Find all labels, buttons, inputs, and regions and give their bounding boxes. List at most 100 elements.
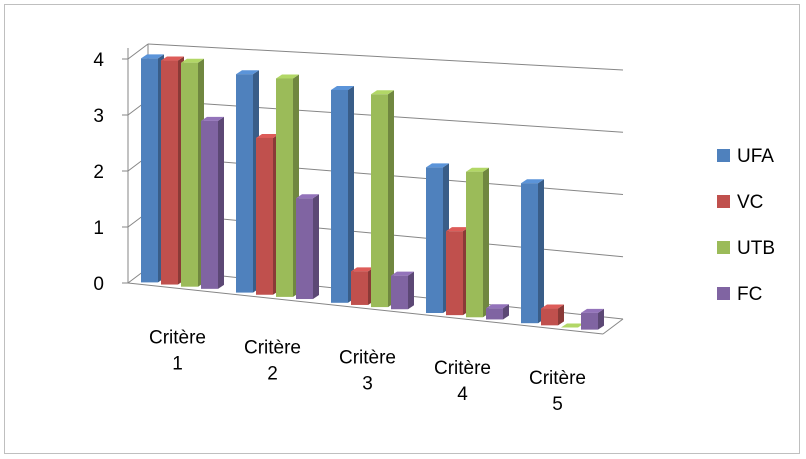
bar-VC-3 — [351, 267, 374, 305]
gridline-4 — [147, 43, 624, 71]
bar-UFA-5 — [521, 179, 544, 324]
y-tick-label: 3 — [93, 106, 104, 127]
bar-UTB-3 — [371, 90, 394, 308]
bar-top — [201, 116, 224, 121]
x-axis-line — [127, 282, 604, 335]
legend-item-FC: FC — [717, 284, 762, 305]
bar-VC-4 — [446, 227, 469, 316]
bar-front — [426, 167, 443, 313]
bar-side — [483, 167, 489, 318]
floor-right-edge — [602, 318, 624, 335]
bar-front — [236, 74, 253, 293]
bar-top — [161, 56, 184, 61]
gridline-wall-4 — [127, 43, 149, 60]
bar-top — [466, 167, 489, 172]
bar-top — [426, 163, 449, 168]
bar-side — [598, 308, 604, 330]
bar-FC-3 — [391, 271, 414, 310]
legend-item-UTB: UTB — [717, 238, 775, 259]
x-category-label: Critère 3 — [339, 348, 396, 395]
legend-swatch — [717, 287, 730, 300]
bar-front — [466, 171, 483, 318]
legend-label: VC — [737, 192, 763, 213]
y-tick-label: 2 — [93, 162, 104, 183]
legend-item-UFA: UFA — [717, 146, 774, 167]
bar-front — [276, 78, 293, 297]
legend-swatch — [717, 195, 730, 208]
bar-top — [521, 179, 544, 184]
bar-side — [313, 194, 319, 300]
legend-swatch — [717, 241, 730, 254]
bar-side — [538, 179, 544, 324]
bar-front — [521, 183, 538, 324]
bar-top — [351, 267, 374, 272]
bar-VC-5 — [541, 304, 564, 326]
y-axis-ticks: 0 1 2 3 4 — [93, 50, 128, 295]
bar-top — [296, 194, 319, 199]
bar-top — [486, 304, 509, 309]
bar-top — [256, 133, 279, 138]
y-tick-label: 1 — [93, 218, 104, 239]
bar-top — [236, 70, 259, 75]
x-category-label: Critère 5 — [529, 368, 586, 415]
bar-UFA-3 — [331, 85, 354, 303]
bar-top — [371, 90, 394, 95]
legend-label: UFA — [737, 146, 774, 167]
bar-front — [391, 275, 408, 310]
bar-side — [218, 116, 224, 289]
bar-side — [503, 304, 509, 320]
bar-top — [141, 54, 164, 59]
bars — [141, 54, 604, 330]
bar-FC-5 — [581, 308, 604, 330]
bar-front — [296, 198, 313, 300]
bar-UTB-1 — [181, 58, 204, 287]
bar-side — [408, 271, 414, 310]
bar-side — [348, 85, 354, 303]
bar-top — [541, 304, 564, 309]
bar-front — [161, 60, 178, 285]
bar-front — [541, 308, 558, 326]
bar-front — [331, 89, 348, 303]
legend-label: UTB — [737, 238, 775, 259]
bar-top — [276, 74, 299, 79]
bar-top — [331, 85, 354, 90]
bar-side — [558, 304, 564, 326]
bar-top — [561, 323, 584, 328]
x-category-label: Critère 2 — [244, 338, 301, 385]
bar-top — [446, 227, 469, 232]
chart-frame — [4, 4, 800, 454]
legend-label: FC — [737, 284, 762, 305]
bar-UTB-5 — [561, 323, 584, 328]
bar-VC-2 — [256, 133, 279, 295]
legend: UFA VC UTB FC — [717, 146, 775, 305]
legend-item-VC: VC — [717, 192, 763, 213]
bar-UFA-4 — [426, 163, 449, 313]
bar-front — [141, 58, 158, 283]
bar-UFA-1 — [141, 54, 164, 283]
bar-side — [388, 90, 394, 308]
bar-VC-1 — [161, 56, 184, 285]
bar-front — [581, 312, 598, 330]
bar-UTB-2 — [276, 74, 299, 297]
bar-front — [256, 137, 273, 295]
bar-top — [181, 58, 204, 63]
bar-top — [391, 271, 414, 276]
legend-swatch — [717, 149, 730, 162]
y-tick-label: 4 — [93, 50, 104, 71]
bar-UFA-2 — [236, 70, 259, 293]
bar-UTB-4 — [466, 167, 489, 318]
bar-FC-4 — [486, 304, 509, 320]
bar-front — [486, 308, 503, 320]
x-category-label: Critère 4 — [434, 358, 491, 405]
bar-FC-2 — [296, 194, 319, 300]
bar-front — [351, 271, 368, 305]
x-category-label: Critère 1 — [149, 327, 206, 374]
y-tick-label: 0 — [93, 274, 104, 295]
bar-top — [581, 308, 604, 313]
x-axis-categories: Critère 1 Critère 2 Critère 3 Critère 4 Critère 5 — [149, 327, 586, 415]
bar-front — [371, 94, 388, 308]
bar-front — [201, 120, 218, 289]
bar-front — [446, 231, 463, 316]
bar-FC-1 — [201, 116, 224, 289]
